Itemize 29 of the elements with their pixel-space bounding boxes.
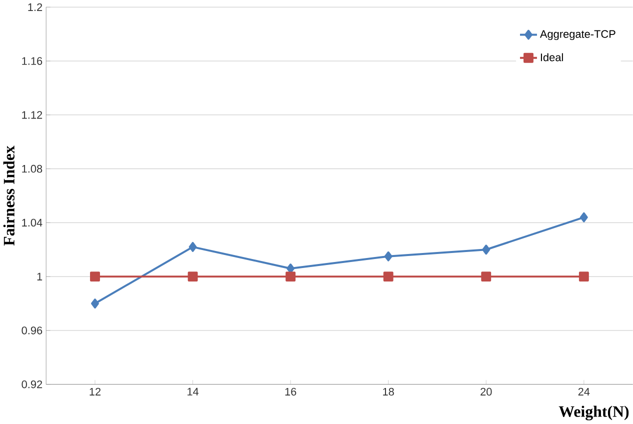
x-tick-label: 14 bbox=[188, 388, 199, 396]
point bbox=[286, 272, 296, 282]
point bbox=[188, 242, 197, 252]
point bbox=[90, 272, 100, 282]
point bbox=[383, 272, 394, 282]
y-tick-label: 1.04 bbox=[22, 219, 42, 227]
point bbox=[384, 252, 392, 262]
y-tick-label: 1 bbox=[37, 273, 42, 281]
y-tick-label: 0.96 bbox=[22, 326, 42, 335]
point bbox=[482, 244, 490, 255]
x-tick-label: 18 bbox=[383, 388, 394, 396]
x-axis-title: Weight(N) bbox=[558, 406, 629, 420]
x-tick-label: 24 bbox=[578, 388, 590, 396]
legend-label: Aggregate-TCP bbox=[540, 30, 616, 40]
point bbox=[578, 272, 589, 282]
y-tick-label: 1.08 bbox=[22, 165, 42, 173]
y-tick-label: 1.12 bbox=[22, 111, 42, 119]
y-tick-label: 1.2 bbox=[28, 4, 42, 12]
y-axis-title: Fairness Index bbox=[3, 146, 14, 246]
x-tick-label: 20 bbox=[480, 388, 492, 396]
y-tick-label: 1.16 bbox=[22, 57, 42, 66]
y-tick-label: 0.92 bbox=[22, 380, 42, 388]
legend-label: Ideal bbox=[540, 53, 563, 62]
x-tick-label: 12 bbox=[90, 388, 101, 396]
point bbox=[91, 298, 99, 309]
x-tick-label: 16 bbox=[285, 388, 296, 396]
point bbox=[580, 212, 588, 222]
point bbox=[481, 272, 492, 282]
point bbox=[188, 272, 198, 282]
